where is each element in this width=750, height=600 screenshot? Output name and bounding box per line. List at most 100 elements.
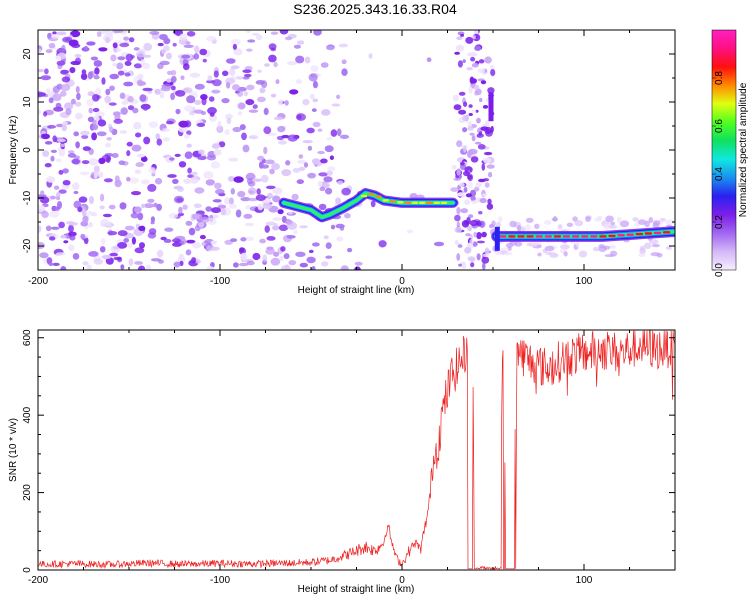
- spectrogram-blob: [207, 107, 217, 115]
- spectrogram-blob: [210, 246, 220, 251]
- spectrogram-blob: [461, 261, 467, 269]
- spectrogram-blob: [470, 56, 476, 62]
- spectrogram-blob: [60, 266, 67, 270]
- spectrogram-blob: [124, 225, 135, 231]
- spectrogram-blob: [179, 260, 184, 267]
- spectrogram-blob: [172, 242, 182, 247]
- spectrogram-blob: [378, 240, 387, 248]
- spectrogram-blob: [477, 240, 485, 244]
- spectrogram-blob: [237, 86, 247, 92]
- spectrogram-blob: [191, 257, 197, 264]
- spectrogram-blob: [55, 158, 62, 163]
- spectrogram-blob: [616, 216, 622, 224]
- spectrogram-blob: [486, 203, 494, 210]
- spectrogram-blob: [488, 171, 493, 178]
- spectrogram-blob: [251, 32, 260, 36]
- spectrogram-blob: [210, 240, 218, 245]
- spectrogram-blob: [566, 222, 574, 227]
- spectrogram-blob: [336, 94, 341, 100]
- spectrogram-blob: [55, 102, 62, 109]
- spectrogram-blob: [285, 160, 291, 166]
- spectrogram-blob: [468, 104, 473, 108]
- spectrogram-blob: [153, 202, 158, 208]
- spectrogram-blob: [88, 158, 99, 166]
- spectrogram-blob: [237, 111, 243, 116]
- spectrogram-blob: [193, 203, 202, 209]
- spectrogram-blob: [117, 230, 128, 237]
- spectrogram-blob: [240, 252, 248, 261]
- spectrogram-blob: [470, 262, 475, 268]
- spectrogram-blob: [162, 128, 170, 132]
- spectrogram-blob: [293, 44, 301, 49]
- spectrogram-blob: [296, 160, 307, 164]
- y-tick-label: 200: [22, 484, 33, 501]
- spectrogram-blob: [651, 243, 661, 248]
- spectrogram-blob: [325, 242, 332, 250]
- spectrogram-blob: [93, 75, 100, 80]
- spectrogram-blob: [578, 250, 588, 258]
- spectrogram-blob: [335, 223, 345, 229]
- spectrogram-blob: [277, 209, 284, 215]
- spectrogram-blob: [183, 44, 194, 48]
- spectrogram-blob: [509, 241, 518, 246]
- spectrogram-blob: [665, 246, 672, 250]
- spectrogram-blob: [148, 121, 159, 128]
- spectrogram-blob: [474, 186, 480, 192]
- spectrogram-blob: [323, 182, 331, 189]
- spectrogram-blob: [146, 264, 151, 270]
- spectrogram-blob: [120, 107, 128, 115]
- spectrogram-blob: [462, 127, 468, 133]
- spectrogram-blob: [278, 224, 289, 232]
- spectrogram-blob: [277, 125, 286, 133]
- spectrogram-blob: [246, 177, 254, 185]
- spectrogram-blob: [56, 60, 66, 66]
- spectrogram-blob: [75, 86, 80, 94]
- spectrogram-blob: [269, 168, 275, 175]
- spectrogram-blob: [162, 137, 170, 142]
- spectrogram-blob: [116, 62, 124, 70]
- spectrogram-blob: [132, 107, 139, 114]
- spectrogram-blob: [60, 69, 70, 74]
- spectrogram-blob: [491, 220, 496, 227]
- spectrogram-blob: [471, 200, 478, 205]
- spectrogram-blob: [212, 199, 222, 203]
- spectrogram-blob: [462, 114, 470, 122]
- spectrogram-blob: [94, 87, 102, 96]
- spectrogram-blob: [199, 234, 206, 240]
- spectrogram-blob: [246, 260, 255, 266]
- spectrogram-blob: [480, 126, 489, 131]
- spectrogram-blob: [197, 155, 207, 161]
- spectrogram-blob: [285, 219, 293, 225]
- spectrogram-blob: [574, 220, 584, 227]
- spectrogram-blob: [308, 249, 314, 254]
- spectrogram-blob: [229, 197, 234, 205]
- spectrogram-blob: [55, 55, 61, 60]
- spectrogram-blob: [143, 136, 151, 145]
- x-tick-label: -100: [210, 575, 230, 586]
- spectrogram-blob: [273, 223, 279, 231]
- spectrogram-blob: [167, 174, 177, 178]
- spectrogram-blob: [38, 91, 44, 98]
- spectrogram-blob: [279, 30, 289, 35]
- spectrogram-blob: [157, 259, 164, 264]
- spectrogram-blob: [196, 122, 206, 127]
- spectrogram-blob: [44, 68, 49, 75]
- spectrogram-blob: [200, 111, 207, 116]
- spectrogram-blob: [58, 149, 66, 157]
- y-tick-label: 600: [22, 329, 33, 346]
- spectrogram-blob: [323, 235, 329, 240]
- spectrogram-blob: [49, 210, 60, 218]
- spectrogram-blob: [108, 102, 117, 106]
- spectrogram-blob: [175, 90, 186, 97]
- spectrogram-blob: [347, 247, 353, 253]
- spectrogram-blob: [464, 247, 472, 254]
- spectrogram-blob: [38, 225, 42, 233]
- spectrogram-blob: [58, 221, 65, 229]
- spectrogram-blob: [368, 53, 373, 59]
- spectrogram-blob: [93, 60, 103, 67]
- spectrogram-blob: [78, 196, 88, 203]
- spectrogram-blob: [192, 213, 203, 220]
- spectrogram-blob: [478, 211, 483, 215]
- spectrogram-blob: [464, 199, 470, 206]
- spectrogram-blob: [112, 42, 118, 49]
